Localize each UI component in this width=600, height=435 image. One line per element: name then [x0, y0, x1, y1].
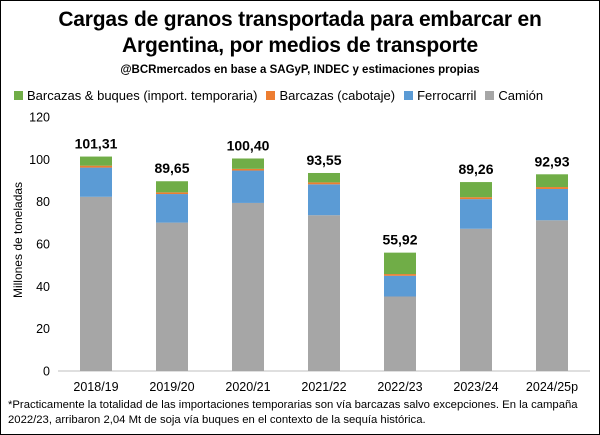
bar-segment [536, 187, 568, 189]
legend-item: Camión [485, 88, 543, 103]
bar-segment [80, 156, 112, 166]
chart-subtitle: @BCRmercados en base a SAGyP, INDEC y es… [120, 64, 480, 76]
bar-segment [156, 181, 188, 193]
bar-segment [384, 252, 416, 275]
legend-swatch [14, 91, 23, 100]
bar-segment [460, 182, 492, 198]
bar-segment [308, 182, 340, 185]
legend-label: Camión [498, 88, 544, 103]
chart-title: Cargas de granos transportada para embar… [0, 7, 600, 59]
bar-segment [308, 215, 340, 371]
legend-label: Ferrocarril [417, 88, 477, 103]
x-category-label: 2024/25p [526, 380, 578, 394]
legend-swatch [485, 91, 495, 100]
x-category-label: 2020/21 [225, 380, 270, 394]
bar-segment [460, 197, 492, 200]
bar-segment [80, 167, 112, 197]
legend-label: Barcazas & buques (import. temporaria) [27, 88, 258, 103]
legend-item: Barcazas (cabotaje) [266, 88, 395, 103]
chart-legend: Barcazas & buques (import. temporaria) Ba… [14, 88, 594, 103]
x-category-label: 2021/22 [301, 380, 346, 394]
legend-swatch [266, 91, 276, 100]
bar-segment [460, 199, 492, 229]
y-tick-label: 80 [36, 195, 50, 209]
bar-segment [156, 222, 188, 371]
y-axis-title: Millones de toneladas [11, 182, 25, 298]
bar-segment [80, 196, 112, 371]
bar-segment [80, 165, 112, 168]
bar-total-label: 92,93 [534, 153, 569, 169]
bar-segment [156, 192, 188, 195]
bar-segment [232, 202, 264, 371]
x-category-label: 2018/19 [73, 380, 118, 394]
bar-segment [308, 172, 340, 183]
bar-segment [384, 296, 416, 371]
footnote-line1: *Practicamente la totalidad de las impor… [8, 399, 578, 411]
bar-segment [460, 228, 492, 371]
x-category-label: 2022/23 [377, 380, 422, 394]
bar-segment [536, 188, 568, 221]
bar-total-label: 55,92 [382, 232, 417, 248]
x-category-label: 2023/24 [453, 380, 498, 394]
bar-total-label: 100,40 [227, 137, 270, 153]
bar-total-label: 89,65 [154, 160, 189, 176]
y-tick-label: 60 [36, 238, 50, 252]
bar-total-label: 101,31 [75, 136, 118, 152]
bar-segment [156, 194, 188, 223]
y-tick-label: 40 [36, 280, 50, 294]
footnote: *Practicamente la totalidad de las impor… [8, 398, 596, 428]
chart-title-line2: Argentina, por medios de transporte [122, 34, 478, 57]
x-category-label: 2019/20 [149, 380, 194, 394]
bar-segment [536, 220, 568, 371]
bar-segment [232, 170, 264, 203]
bar-total-label: 93,55 [306, 152, 341, 168]
y-tick-label: 0 [43, 365, 50, 379]
bar-segment [536, 174, 568, 188]
y-tick-label: 20 [36, 322, 50, 336]
bar-segment [232, 158, 264, 169]
stacked-bar-chart: 0 20 40 60 80 100 120 Millones de toneladas 101,… [11, 111, 590, 394]
bar-total-label: 89,26 [458, 161, 493, 177]
footnote-line2: 2022/23, arribaron 2,04 Mt de soja vía b… [8, 414, 426, 426]
y-tick-label: 100 [29, 153, 50, 167]
y-tick-label: 120 [29, 111, 50, 125]
legend-label: Barcazas (cabotaje) [279, 88, 396, 103]
bar-segment [232, 168, 264, 171]
bar-segment [384, 274, 416, 276]
legend-swatch [404, 91, 414, 100]
bar-segment [308, 184, 340, 216]
legend-item: Ferrocarril [404, 88, 476, 103]
bar-segment [384, 275, 416, 297]
legend-item: Barcazas & buques (import. temporaria) [14, 88, 257, 103]
chart-title-line1: Cargas de granos transportada para embar… [58, 8, 542, 31]
